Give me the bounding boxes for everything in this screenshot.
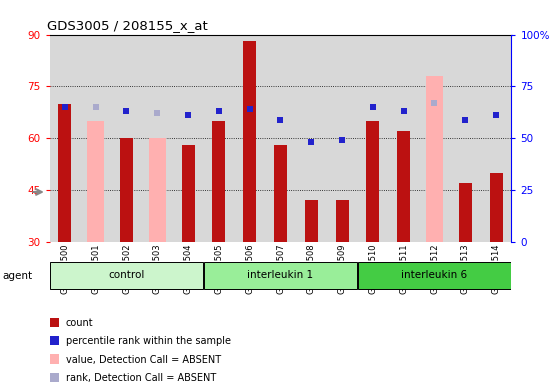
Bar xyxy=(397,131,410,242)
FancyBboxPatch shape xyxy=(204,262,357,289)
Bar xyxy=(265,35,296,242)
Text: GDS3005 / 208155_x_at: GDS3005 / 208155_x_at xyxy=(47,19,208,32)
Bar xyxy=(419,35,450,242)
Bar xyxy=(149,138,166,242)
FancyBboxPatch shape xyxy=(50,262,203,289)
Bar xyxy=(243,41,256,242)
Bar xyxy=(296,35,327,242)
Text: rank, Detection Call = ABSENT: rank, Detection Call = ABSENT xyxy=(66,373,216,383)
Text: count: count xyxy=(66,318,94,328)
Bar xyxy=(450,35,481,242)
Bar xyxy=(50,35,80,242)
Bar xyxy=(204,35,234,242)
Bar xyxy=(366,121,379,242)
Bar xyxy=(142,35,173,242)
Bar xyxy=(182,145,195,242)
FancyBboxPatch shape xyxy=(358,262,511,289)
Bar xyxy=(87,121,104,242)
Bar xyxy=(481,35,512,242)
Text: interleukin 1: interleukin 1 xyxy=(248,270,314,280)
Bar xyxy=(80,35,111,242)
Bar xyxy=(111,35,142,242)
Bar xyxy=(120,138,133,242)
Bar xyxy=(459,183,472,242)
Bar xyxy=(274,145,287,242)
Bar xyxy=(58,104,72,242)
Bar xyxy=(358,35,388,242)
Bar xyxy=(426,76,443,242)
Bar xyxy=(212,121,226,242)
Bar xyxy=(336,200,349,242)
Bar xyxy=(173,35,204,242)
Bar xyxy=(305,200,318,242)
Bar xyxy=(490,173,503,242)
Text: percentile rank within the sample: percentile rank within the sample xyxy=(66,336,231,346)
Text: value, Detection Call = ABSENT: value, Detection Call = ABSENT xyxy=(66,354,221,364)
Bar xyxy=(234,35,265,242)
Text: interleukin 6: interleukin 6 xyxy=(402,270,468,280)
Bar xyxy=(388,35,419,242)
Text: control: control xyxy=(108,270,145,280)
Text: agent: agent xyxy=(2,270,32,281)
Bar xyxy=(327,35,358,242)
